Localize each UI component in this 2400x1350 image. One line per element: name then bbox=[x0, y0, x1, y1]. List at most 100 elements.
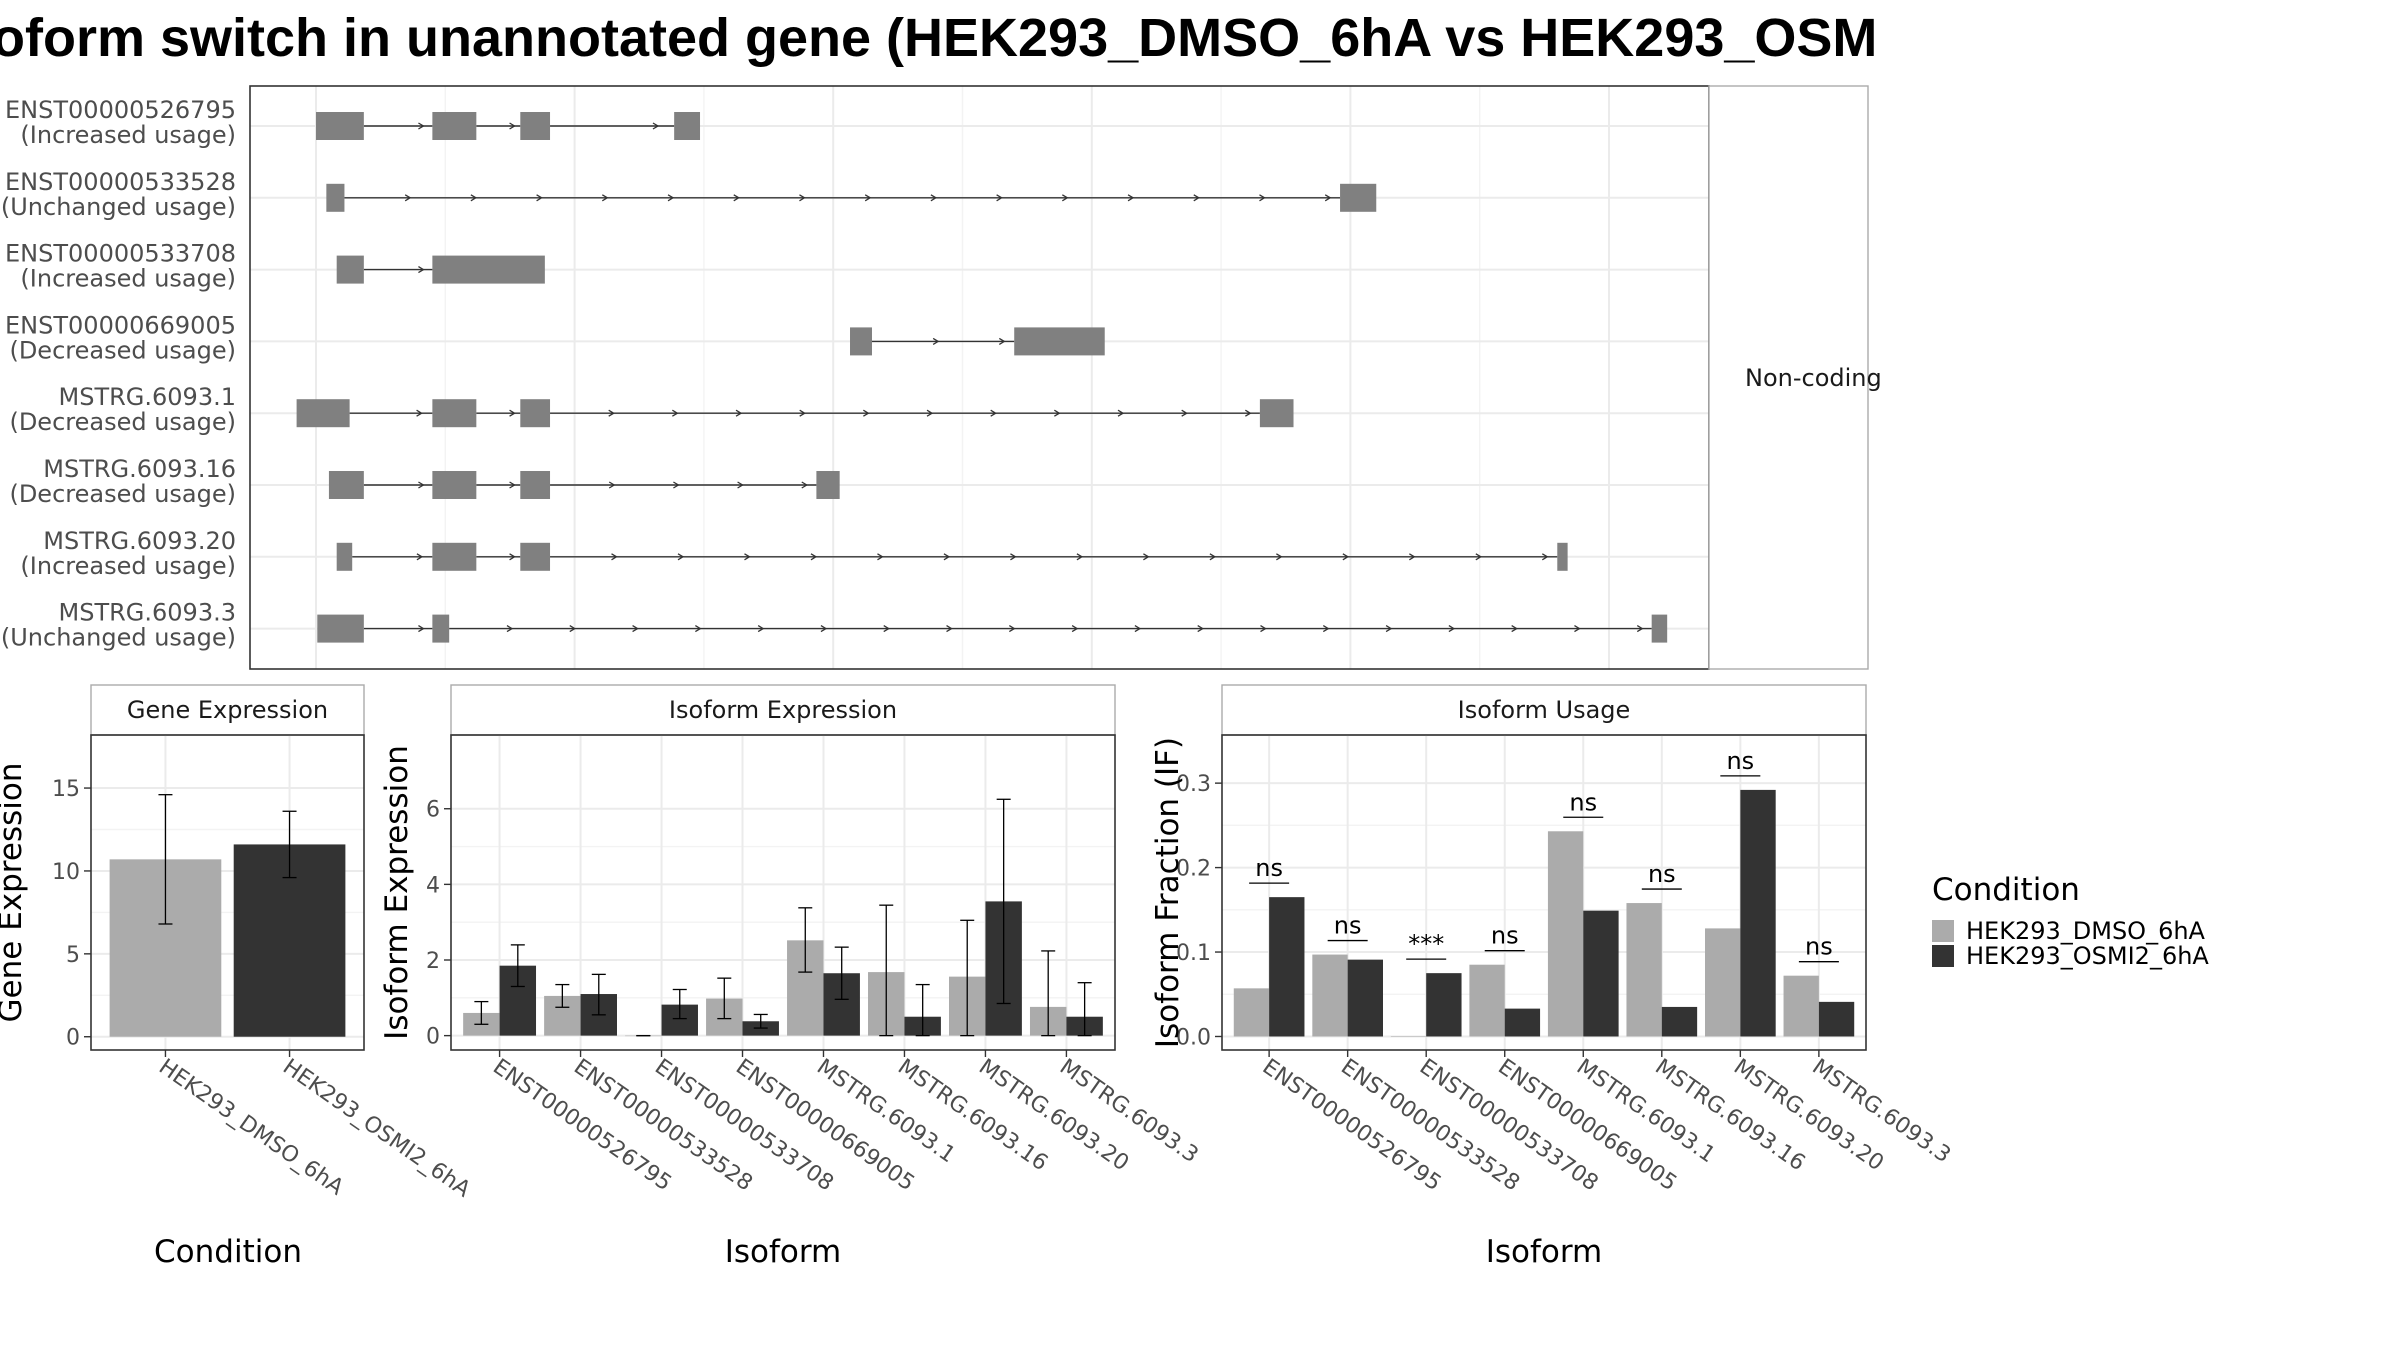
significance-label: ns bbox=[1569, 788, 1597, 816]
strand-arrow bbox=[1448, 625, 1456, 633]
exon-block bbox=[1259, 399, 1294, 428]
error-bar bbox=[879, 904, 894, 1037]
strand-arrow bbox=[1245, 409, 1252, 417]
isoform-usage-label: (Decreased usage) bbox=[9, 336, 236, 364]
legend-title: Condition bbox=[1932, 872, 2080, 908]
error-bar bbox=[915, 983, 930, 1037]
strand-arrow bbox=[1076, 553, 1084, 561]
strand-arrow bbox=[416, 553, 424, 561]
strand-arrow bbox=[608, 481, 616, 489]
strand-arrow bbox=[998, 337, 1006, 345]
legend-entry-label: HEK293_DMSO_6hA bbox=[1966, 917, 2206, 945]
strand-arrow bbox=[418, 122, 425, 130]
strand-arrow bbox=[608, 409, 615, 417]
legend-entry-label: HEK293_OSMI2_6hA bbox=[1966, 942, 2209, 970]
strand-arrow bbox=[1008, 625, 1016, 633]
strand-arrow bbox=[601, 194, 609, 202]
strand-arrow bbox=[1385, 625, 1393, 633]
strand-arrow bbox=[863, 409, 870, 417]
bar bbox=[1705, 928, 1741, 1037]
strand-arrow bbox=[1181, 409, 1188, 417]
exon-block bbox=[432, 471, 477, 499]
bar bbox=[1269, 897, 1305, 1037]
isoform-track bbox=[850, 327, 1105, 356]
panel-border bbox=[249, 85, 1710, 670]
error-bar bbox=[510, 944, 525, 988]
y-axis-title: Gene Expression bbox=[0, 763, 29, 1023]
strand-arrow bbox=[672, 409, 679, 417]
strand-arrow bbox=[1475, 553, 1483, 561]
strand-arrow bbox=[1409, 553, 1416, 561]
y-tick-label: 6 bbox=[426, 798, 440, 823]
exon-block bbox=[674, 112, 701, 140]
exon-block bbox=[850, 327, 872, 356]
strip-label: Isoform Usage bbox=[1458, 696, 1631, 724]
strand-arrow bbox=[735, 409, 743, 417]
isoform-track bbox=[336, 255, 545, 284]
strand-arrow bbox=[509, 553, 516, 561]
strand-arrow bbox=[1209, 553, 1217, 561]
strand-arrow bbox=[1511, 625, 1518, 633]
strand-arrow bbox=[1322, 625, 1330, 633]
strand-arrow bbox=[737, 481, 744, 489]
isoform-usage-label: (Decreased usage) bbox=[9, 480, 236, 508]
strand-arrow bbox=[1260, 625, 1267, 633]
y-tick-label: 2 bbox=[426, 949, 440, 974]
significance-annotation: ns bbox=[1327, 912, 1368, 942]
bar bbox=[1390, 1036, 1427, 1037]
strand-arrow bbox=[1054, 409, 1061, 417]
x-tick-label: MSTRG.6093.1 bbox=[812, 1054, 960, 1168]
strand-arrow bbox=[930, 194, 938, 202]
strand-arrow bbox=[677, 553, 685, 561]
isoform-label: ENST00000533708 bbox=[5, 240, 236, 268]
bar bbox=[1583, 910, 1619, 1037]
significance-label: ns bbox=[1805, 933, 1833, 961]
strand-arrow bbox=[418, 266, 425, 274]
exon-block bbox=[316, 112, 364, 140]
error-bar bbox=[672, 988, 687, 1020]
strip-label: Gene Expression bbox=[127, 696, 328, 724]
strand-arrow bbox=[509, 122, 516, 130]
strand-arrow bbox=[1143, 553, 1150, 561]
error-bar bbox=[282, 810, 297, 879]
panel-strip bbox=[450, 684, 1116, 736]
exon-block bbox=[816, 471, 840, 499]
strand-arrow bbox=[801, 481, 809, 489]
exon-block bbox=[317, 614, 364, 643]
strand-arrow bbox=[990, 409, 997, 417]
strand-arrow bbox=[932, 337, 940, 345]
isoform-label: ENST00000669005 bbox=[5, 311, 236, 339]
exon-block bbox=[1557, 542, 1568, 571]
isoform-usage-label: (Increased usage) bbox=[20, 121, 236, 149]
strand-arrow bbox=[1574, 625, 1581, 633]
bar bbox=[1547, 831, 1584, 1037]
exon-block bbox=[328, 471, 364, 499]
x-tick-label: MSTRG.6093.16 bbox=[893, 1054, 1052, 1176]
exon-block bbox=[520, 471, 551, 499]
exon-block bbox=[520, 112, 551, 140]
y-tick-label: 0.3 bbox=[1176, 772, 1211, 797]
strand-arrow bbox=[1134, 625, 1142, 633]
strand-arrow bbox=[883, 625, 890, 633]
figure-title: oform switch in unannotated gene (HEK293… bbox=[0, 8, 1877, 68]
strand-arrow bbox=[1342, 553, 1350, 561]
isoform-usage-label: (Increased usage) bbox=[20, 552, 236, 580]
strand-arrow bbox=[1193, 194, 1201, 202]
isoform-track bbox=[296, 399, 1294, 428]
strand-arrow bbox=[404, 194, 412, 202]
significance-annotation: ns bbox=[1249, 854, 1290, 884]
isoform-expression-panel: Isoform Expression0246ENST00000526795ENS… bbox=[379, 684, 1203, 1270]
error-bar bbox=[1041, 950, 1056, 1037]
legend-swatch bbox=[1932, 920, 1954, 942]
isoform-usage-panel: Isoform Usage0.00.10.20.3ENST00000526795… bbox=[1150, 684, 1955, 1270]
strand-arrow bbox=[673, 481, 680, 489]
strand-arrow bbox=[1259, 194, 1266, 202]
strand-arrow bbox=[1071, 625, 1079, 633]
strand-arrow bbox=[1127, 194, 1135, 202]
significance-annotation: ns bbox=[1563, 788, 1604, 818]
strand-arrow bbox=[418, 625, 425, 633]
strand-arrow bbox=[744, 553, 751, 561]
strand-arrow bbox=[506, 625, 514, 633]
